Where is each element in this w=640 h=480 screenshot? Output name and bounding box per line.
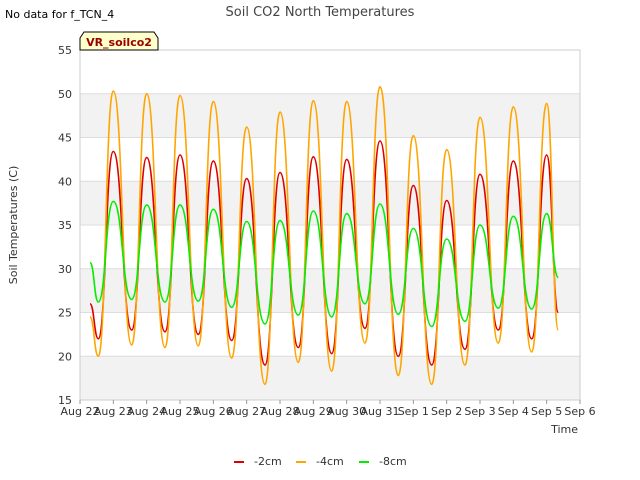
x-tick-label: Aug 28 [261, 405, 300, 418]
no-data-message: No data for f_TCN_4 [5, 8, 115, 21]
legend: -2cm -4cm -8cm [234, 455, 407, 468]
y-tick-label: 25 [58, 307, 72, 320]
chart-title: Soil CO2 North Temperatures [226, 5, 415, 20]
series-layer [89, 85, 560, 386]
x-tick-label: Aug 23 [94, 405, 133, 418]
x-tick-label: Aug 25 [161, 405, 200, 418]
x-tick-label: Sep 2 [431, 405, 462, 418]
background-band [80, 268, 580, 313]
y-axis: 15 20 25 30 35 40 45 50 55 [58, 44, 72, 407]
x-tick-label: Sep 6 [564, 405, 595, 418]
legend-label: -8cm [379, 455, 407, 468]
y-tick-label: 55 [58, 44, 72, 57]
y-axis-label: Soil Temperatures (C) [7, 166, 20, 285]
background-band [80, 181, 580, 225]
y-tick-label: 30 [58, 263, 72, 276]
x-tick-label: Aug 27 [227, 405, 266, 418]
x-tick-label: Aug 31 [361, 405, 400, 418]
background-band [80, 225, 580, 269]
background-band [80, 356, 580, 400]
series-line-8cm [89, 200, 560, 328]
x-tick-label: Sep 3 [464, 405, 495, 418]
legend-label: -2cm [254, 455, 282, 468]
annotation-box: VR_soilco2 [79, 31, 159, 51]
y-tick-label: 40 [58, 175, 72, 188]
x-tick-label: Aug 30 [327, 405, 366, 418]
x-tick-label: Sep 4 [498, 405, 529, 418]
background-band [80, 93, 580, 138]
series-line-4cm [89, 85, 560, 386]
x-tick-label: Aug 22 [61, 405, 100, 418]
legend-label: -4cm [316, 455, 344, 468]
x-tick-label: Sep 1 [398, 405, 429, 418]
x-tick-label: Sep 5 [531, 405, 562, 418]
y-tick-label: 20 [58, 350, 72, 363]
plot-frame [79, 49, 581, 401]
background-band [80, 50, 580, 94]
y-tick-label: 50 [58, 88, 72, 101]
x-tick-label: Aug 26 [194, 405, 233, 418]
y-tick-label: 15 [58, 394, 72, 407]
x-tick-label: Aug 29 [294, 405, 333, 418]
plot-background [80, 50, 580, 400]
y-tick-label: 45 [58, 132, 72, 145]
y-tick-label: 35 [58, 219, 72, 232]
background-band [80, 137, 580, 182]
annotation-label: VR_soilco2 [86, 36, 152, 49]
x-axis-label: Time [550, 423, 578, 436]
x-tick-label: Aug 24 [127, 405, 166, 418]
annotation-background [79, 31, 159, 51]
